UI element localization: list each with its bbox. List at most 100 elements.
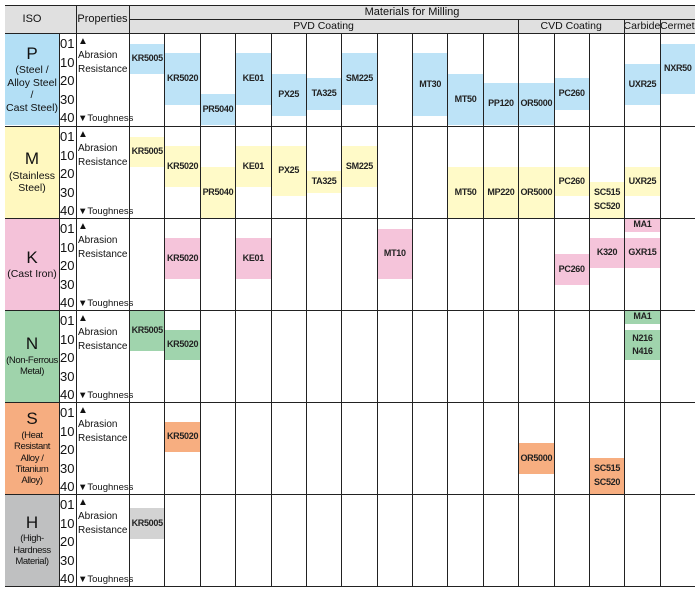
scale-label: 01	[60, 313, 75, 328]
grade-bar-kr5020: KR5020	[165, 52, 200, 105]
iso-scale-numbers: 01 10 20 30 40	[59, 310, 76, 402]
grade-label: PR5040	[202, 186, 234, 197]
grade-label: K320	[596, 247, 618, 258]
grid-line	[5, 33, 695, 34]
grade-label: OR5000	[520, 452, 553, 463]
property-top-line: Resistance	[78, 64, 128, 75]
property-top-line: Resistance	[78, 157, 128, 168]
property-top-line: ▲ Abrasion	[78, 497, 118, 522]
grade-label: TA325	[311, 176, 337, 187]
grade-bar-kr5005: KR5005	[130, 136, 165, 168]
scale-label: 40	[60, 387, 75, 402]
material-name: Material)	[15, 555, 49, 567]
grid-line	[588, 33, 590, 586]
grade-label: MP220	[487, 186, 515, 197]
scale-label: 40	[60, 203, 75, 218]
grade-bar-sc515-sc520: SC515 SC520	[589, 457, 625, 494]
grade-bar-ke01: KE01	[236, 52, 271, 105]
scale-label: 10	[60, 331, 75, 347]
coating-group-header: PVD Coating	[129, 19, 519, 33]
toughness-label: ▼Toughness	[78, 298, 134, 309]
grade-bar-sm225: SM225	[342, 145, 377, 188]
grade-bar-pc260: PC260	[554, 78, 589, 111]
grade-bar-pc260: PC260	[554, 167, 589, 197]
grade-bar-k320: K320	[589, 237, 625, 269]
grid-line	[129, 5, 130, 586]
coating-group-header: CVD Coating	[518, 19, 625, 33]
scale-label: 10	[60, 423, 75, 439]
iso-scale-numbers: 01 10 20 30 40	[59, 33, 76, 125]
scale-label: 40	[60, 479, 75, 494]
grade-label: KR5020	[166, 339, 199, 350]
scale-label: 10	[60, 54, 75, 70]
grid-line	[199, 33, 201, 586]
iso-letter: H	[25, 512, 39, 532]
grade-label: MT50	[454, 93, 477, 104]
grid-line	[5, 5, 695, 6]
grade-bar-uxr25: UXR25	[625, 63, 660, 105]
grade-bar-kr5005: KR5005	[130, 310, 165, 352]
abrasion-resistance-label: ▲ Abrasion Resistance	[78, 312, 129, 354]
grade-bar-kr5020: KR5020	[165, 329, 200, 361]
grid-line	[482, 33, 484, 586]
material-name: (Stainless	[8, 169, 56, 182]
grade-label: NXR50	[664, 63, 692, 74]
iso-category-n: N (Non-Ferrous Metal)	[5, 310, 59, 402]
material-name: Alloy / Titanium	[15, 452, 49, 475]
abrasion-resistance-label: ▲ Abrasion Resistance	[78, 496, 129, 538]
iso-scale-numbers: 01 10 20 30 40	[59, 494, 76, 586]
scale-label: 40	[60, 110, 75, 125]
grade-bar-ke01: KE01	[236, 237, 271, 280]
properties-cell: ▲ Abrasion Resistance ▼Toughness	[76, 494, 133, 586]
grade-label: KR5005	[131, 324, 164, 335]
material-name: Metal)	[20, 366, 44, 378]
coating-group-header: Cermet	[659, 19, 695, 33]
iso-header-fill	[59, 5, 76, 33]
grade-label: KR5020	[166, 431, 199, 442]
abrasion-resistance-label: ▲ Abrasion Resistance	[78, 35, 129, 77]
scale-label: 01	[60, 221, 75, 236]
grade-bar-ta325: TA325	[306, 78, 342, 111]
property-top-line: ▲ Abrasion	[78, 221, 118, 246]
grade-bar-kr5005: KR5005	[130, 508, 165, 539]
grade-bar-mt30: MT30	[413, 52, 448, 116]
grade-label: GXR15	[628, 247, 657, 258]
abrasion-resistance-label: ▲ Abrasion Resistance	[78, 404, 129, 446]
grid-line	[59, 33, 60, 586]
scale-label: 20	[60, 73, 75, 88]
grade-label: KE01	[242, 252, 265, 263]
properties-cell: ▲ Abrasion Resistance ▼Toughness	[76, 402, 133, 494]
grade-label: SC515	[594, 463, 621, 474]
iso-scale-numbers: 01 10 20 30 40	[59, 218, 76, 310]
grade-label: N216	[632, 332, 653, 343]
grid-line	[235, 33, 237, 586]
material-name: (Heat Resistant	[13, 429, 50, 453]
grade-label: PX25	[278, 89, 300, 100]
grid-line	[5, 586, 695, 587]
grade-bar-pp120: PP120	[483, 83, 519, 125]
iso-category-m: M (Stainless Steel)	[5, 126, 59, 218]
material-name: (Cast Iron)	[7, 267, 57, 280]
grade-label: TA325	[311, 88, 337, 99]
scale-label: 40	[60, 571, 75, 586]
property-top-line: Resistance	[78, 433, 128, 444]
material-name: (Steel /	[15, 64, 49, 76]
grade-label: MT50	[454, 186, 477, 197]
grade-bar-mt50: MT50	[448, 74, 483, 125]
scale-label: 20	[60, 258, 75, 273]
grade-label: SM225	[345, 73, 373, 84]
grid-line	[553, 33, 555, 586]
grade-label: PC260	[558, 176, 585, 187]
iso-scale-numbers: 01 10 20 30 40	[59, 126, 76, 218]
iso-scale-numbers: 01 10 20 30 40	[59, 402, 76, 494]
grade-label: UXR25	[628, 78, 657, 89]
scale-label: 10	[60, 515, 75, 531]
grade-label: OR5000	[520, 98, 553, 109]
toughness-label: ▼Toughness	[78, 206, 134, 217]
grade-bar-or5000: OR5000	[519, 167, 554, 218]
grade-bar-gxr15: GXR15	[625, 237, 660, 269]
toughness-label: ▼Toughness	[78, 113, 134, 124]
property-top-line: Resistance	[78, 525, 128, 536]
grade-bar-mt50: MT50	[448, 167, 483, 218]
grade-bar-ma1: MA1	[625, 218, 660, 233]
